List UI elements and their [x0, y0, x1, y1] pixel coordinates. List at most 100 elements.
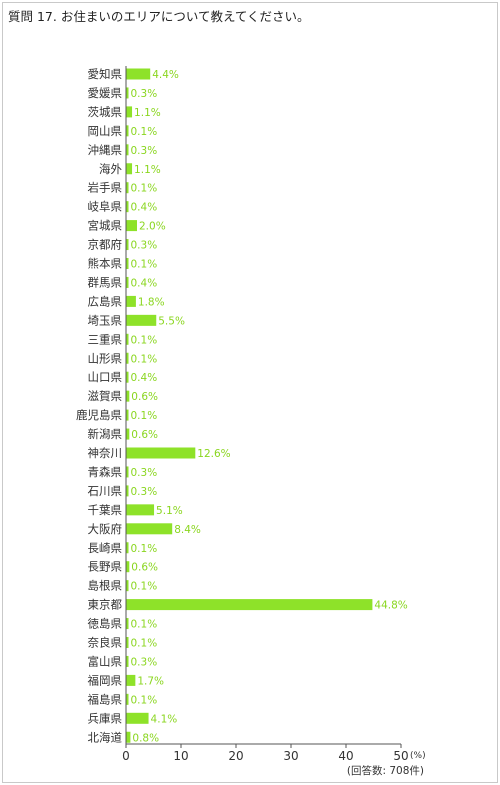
category-label: 兵庫県 [88, 711, 123, 725]
x-tick-label: 50 [393, 749, 408, 763]
bar-32 [126, 655, 129, 667]
bar-35 [126, 712, 149, 724]
value-label: 44.8% [374, 600, 407, 612]
category-label: 千葉県 [88, 503, 123, 517]
chart-title: 質問 17. お住まいのエリアについて教えてください。 [8, 9, 310, 24]
bar-15 [126, 333, 129, 345]
bar-8 [126, 201, 129, 213]
category-label: 埼玉県 [88, 313, 123, 327]
value-label: 5.5% [158, 315, 185, 327]
bar-19 [126, 409, 129, 421]
value-label: 0.1% [131, 183, 158, 195]
bar-12 [126, 276, 129, 288]
value-label: 2.0% [139, 221, 166, 233]
bar-25 [126, 523, 173, 535]
bar-4 [126, 125, 129, 137]
bar-24 [126, 504, 155, 516]
value-label: 0.1% [131, 410, 158, 422]
value-label: 5.1% [156, 505, 183, 517]
x-tick-label: 30 [283, 749, 298, 763]
category-label: 石川県 [88, 484, 123, 498]
category-label: 青森県 [88, 465, 123, 479]
value-label: 0.3% [131, 467, 158, 479]
bar-28 [126, 580, 129, 592]
value-label: 1.7% [137, 675, 164, 687]
response-count-note: (回答数: 708件) [347, 764, 424, 777]
category-label: 山口県 [88, 370, 123, 384]
value-label: 0.8% [132, 732, 159, 744]
value-label: 0.1% [131, 694, 158, 706]
category-label: 滋賀県 [88, 389, 123, 403]
category-label: 鹿児島県 [76, 408, 122, 422]
bar-7 [126, 182, 129, 194]
category-label: 沖縄県 [88, 143, 123, 157]
category-label: 東京都 [88, 598, 123, 612]
value-label: 0.3% [131, 486, 158, 498]
value-label: 1.1% [134, 107, 161, 119]
category-label: 山形県 [88, 351, 123, 365]
bar-10 [126, 239, 129, 251]
bar-22 [126, 466, 129, 478]
bar-18 [126, 390, 130, 402]
bar-33 [126, 674, 136, 686]
bar-2 [126, 87, 129, 99]
category-label: 長野県 [88, 560, 123, 574]
value-label: 0.1% [131, 619, 158, 631]
value-label: 0.4% [131, 202, 158, 214]
category-label: 大阪府 [88, 522, 123, 536]
category-label: 北海道 [88, 730, 123, 744]
value-label: 8.4% [174, 524, 201, 536]
bar-20 [126, 428, 130, 440]
value-label: 1.8% [138, 296, 165, 308]
x-unit-label: (%) [410, 751, 426, 761]
bar-3 [126, 106, 133, 118]
value-label: 0.3% [131, 656, 158, 668]
bar-34 [126, 693, 129, 705]
category-label: 海外 [99, 162, 122, 176]
value-label: 0.6% [131, 562, 158, 574]
category-label: 長崎県 [88, 541, 123, 555]
category-label: 愛知県 [88, 67, 123, 81]
bar-31 [126, 637, 129, 648]
value-label: 0.1% [131, 259, 158, 271]
x-tick-label: 20 [228, 749, 243, 763]
value-label: 0.3% [131, 240, 158, 252]
value-label: 0.4% [131, 277, 158, 289]
category-label: 熊本県 [88, 257, 123, 271]
category-label: 宮城県 [88, 219, 123, 233]
value-label: 0.1% [131, 581, 158, 593]
value-label: 0.3% [131, 88, 158, 100]
bar-13 [126, 295, 136, 307]
x-tick-label: 10 [173, 749, 188, 763]
bar-11 [126, 258, 129, 269]
category-label: 奈良県 [88, 636, 123, 650]
x-tick-label: 40 [338, 749, 353, 763]
category-label: 京都府 [88, 238, 123, 252]
value-label: 0.1% [131, 126, 158, 138]
value-label: 0.1% [131, 638, 158, 650]
value-label: 0.3% [131, 145, 158, 157]
value-label: 0.6% [131, 429, 158, 441]
bar-6 [126, 163, 133, 175]
category-label: 福岡県 [88, 673, 123, 687]
bar-30 [126, 618, 129, 630]
bar-9 [126, 220, 137, 232]
value-label: 4.1% [151, 713, 178, 725]
bar-27 [126, 561, 130, 573]
bar-14 [126, 314, 157, 326]
value-label: 0.6% [131, 391, 158, 403]
category-label: 群馬県 [88, 275, 123, 289]
category-label: 岐阜県 [88, 200, 123, 214]
value-label: 0.1% [131, 334, 158, 346]
category-label: 岩手県 [88, 181, 123, 195]
category-label: 茨城県 [88, 105, 123, 119]
value-label: 12.6% [197, 448, 230, 460]
value-label: 4.4% [152, 69, 179, 81]
value-label: 1.1% [134, 164, 161, 176]
category-label: 島根県 [88, 579, 123, 593]
category-label: 富山県 [88, 654, 123, 668]
category-label: 岡山県 [88, 124, 123, 138]
bar-16 [126, 352, 129, 364]
